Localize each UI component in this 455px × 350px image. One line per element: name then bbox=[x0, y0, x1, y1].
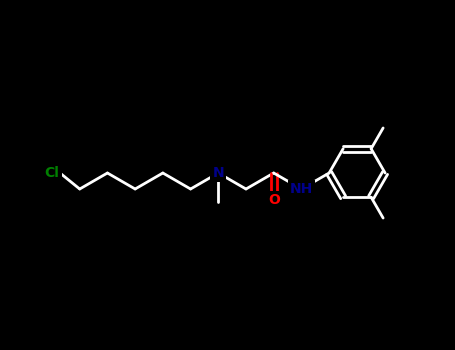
Text: O: O bbox=[268, 193, 280, 207]
Text: NH: NH bbox=[290, 182, 313, 196]
Text: N: N bbox=[212, 166, 224, 180]
Text: Cl: Cl bbox=[45, 166, 60, 180]
